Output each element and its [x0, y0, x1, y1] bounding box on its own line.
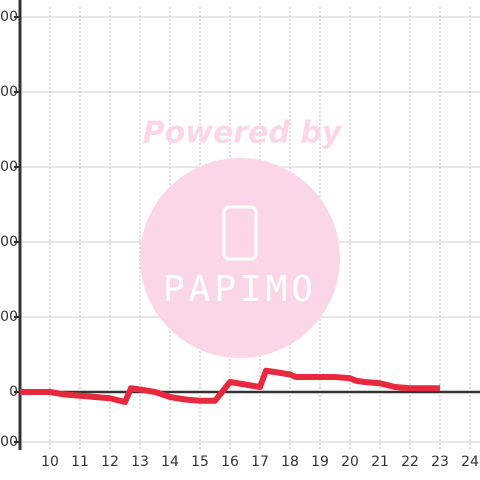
x-tick-label: 20	[341, 454, 359, 470]
x-tick-label: 17	[251, 454, 269, 470]
x-tick-label: 12	[101, 454, 119, 470]
y-tick-label: 150,000	[0, 9, 18, 25]
y-tick-label: 0	[9, 384, 18, 400]
watermark-brand: PAPIMO	[163, 269, 317, 310]
x-tick-label: 11	[71, 454, 89, 470]
x-tick-label: 21	[371, 454, 389, 470]
x-tick-label: 22	[401, 454, 419, 470]
watermark-top: Powered by	[143, 116, 343, 151]
x-tick-label: 19	[311, 454, 329, 470]
y-tick-label: 60,000	[0, 234, 18, 250]
x-tick-label: 16	[221, 454, 239, 470]
y-tick-label: 30,000	[0, 309, 18, 325]
x-tick-label: 13	[131, 454, 149, 470]
x-tick-label: 18	[281, 454, 299, 470]
x-tick-label: 14	[161, 454, 179, 470]
watermark-icon	[222, 205, 258, 261]
x-tick-label: 23	[431, 454, 449, 470]
x-tick-label: 10	[41, 454, 59, 470]
y-tick-label: 90,000	[0, 159, 18, 175]
watermark: Powered by PAPIMO	[140, 116, 343, 358]
x-tick-label: 15	[191, 454, 209, 470]
y-tick-label: -20,000	[0, 434, 18, 450]
x-tick-label: 24	[461, 454, 479, 470]
y-tick-label: 120,000	[0, 84, 18, 100]
data-line	[20, 367, 440, 405]
